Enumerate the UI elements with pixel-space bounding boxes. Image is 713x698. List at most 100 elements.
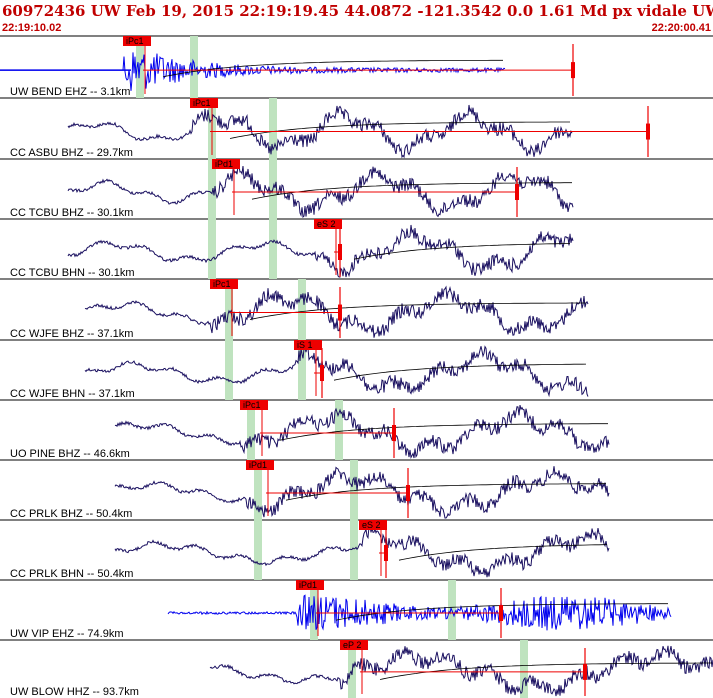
- window-band: [269, 98, 277, 159]
- seismic-trace-row[interactable]: eP 2 UW BLOW HHZ -- 93.7km: [10, 640, 713, 698]
- event-title: 60972436 UW Feb 19, 2015 22:19:19.45 44.…: [2, 2, 713, 20]
- pick-box[interactable]: [210, 279, 238, 289]
- window-band: [247, 400, 255, 460]
- pick-box[interactable]: [246, 460, 274, 470]
- station-label: CC ASBU BHZ -- 29.7km: [10, 147, 133, 159]
- coda-curve: [379, 662, 712, 680]
- seismic-trace-row[interactable]: iPc1 CC ASBU BHZ -- 29.7km: [10, 98, 650, 159]
- coda-curve: [285, 483, 606, 501]
- phase-pick-marker[interactable]: iPd1: [212, 159, 240, 169]
- window-band: [269, 219, 277, 279]
- pick-label: iPd1: [299, 580, 317, 590]
- phase-pick-marker[interactable]: eS 2: [314, 219, 342, 229]
- coda-end-handle[interactable]: [392, 425, 396, 441]
- coda-curve: [162, 59, 503, 78]
- coda-curve: [279, 423, 608, 441]
- window-end-time: 22:20:00.41: [651, 22, 711, 34]
- station-label: UW BEND EHZ -- 3.1km: [10, 86, 130, 98]
- window-band: [225, 279, 233, 340]
- station-label: CC WJFE BHN -- 37.1km: [10, 388, 135, 400]
- seismic-trace-row[interactable]: iPc1 UW BEND EHZ -- 3.1km: [0, 36, 575, 98]
- seismic-trace-row[interactable]: iS 1 CC WJFE BHN -- 37.1km: [10, 340, 589, 400]
- pick-label: iPc1: [243, 400, 261, 410]
- pick-label: iS 1: [297, 340, 313, 350]
- coda-curve: [353, 243, 571, 260]
- pick-label: eS 2: [362, 520, 381, 530]
- phase-pick-marker[interactable]: iPc1: [123, 36, 151, 46]
- phase-pick-marker[interactable]: eS 2: [359, 520, 387, 530]
- pick-box[interactable]: [296, 580, 324, 590]
- phase-pick-marker[interactable]: iPc1: [190, 98, 218, 108]
- pick-label: iPc1: [213, 279, 231, 289]
- coda-curve: [249, 302, 586, 320]
- station-label: UO PINE BHZ -- 46.6km: [10, 448, 130, 460]
- phase-pick-marker[interactable]: iPd1: [296, 580, 324, 590]
- phase-pick-marker[interactable]: iPc1: [210, 279, 238, 289]
- waveform: [67, 104, 573, 159]
- pick-box[interactable]: [359, 520, 387, 530]
- pick-label: iPd1: [249, 460, 267, 470]
- pick-box[interactable]: [294, 340, 322, 350]
- window-band: [310, 580, 318, 640]
- phase-pick-marker[interactable]: iPd1: [246, 460, 274, 470]
- station-label: UW BLOW HHZ -- 93.7km: [10, 686, 139, 698]
- window-band: [348, 640, 356, 698]
- pick-box[interactable]: [240, 400, 268, 410]
- window-band: [208, 219, 216, 279]
- waveform: [167, 594, 672, 631]
- phase-pick-marker[interactable]: iPc1: [240, 400, 268, 410]
- seismic-trace-row[interactable]: iPc1 CC WJFE BHZ -- 37.1km: [10, 279, 589, 340]
- seismic-trace-row[interactable]: iPd1 CC PRLK BHZ -- 50.4km: [10, 460, 610, 520]
- phase-pick-marker[interactable]: eP 2: [340, 640, 368, 650]
- station-label: CC TCBU BHN -- 30.1km: [10, 267, 134, 279]
- coda-end-handle[interactable]: [646, 123, 650, 140]
- station-label: CC PRLK BHZ -- 50.4km: [10, 508, 132, 520]
- coda-end-handle[interactable]: [406, 485, 410, 501]
- coda-curve: [229, 121, 570, 139]
- phase-pick-marker[interactable]: iS 1: [294, 340, 322, 350]
- seismic-trace-row[interactable]: iPd1 CC TCBU BHZ -- 30.1km: [10, 159, 574, 219]
- window-band: [350, 520, 358, 580]
- waveform: [67, 165, 574, 219]
- pick-box[interactable]: [340, 640, 368, 650]
- pick-label: iPd1: [215, 159, 233, 169]
- coda-end-handle[interactable]: [499, 605, 503, 621]
- coda-end-handle[interactable]: [515, 184, 519, 200]
- window-band: [254, 460, 262, 520]
- pick-box[interactable]: [314, 219, 342, 229]
- pick-box[interactable]: [123, 36, 151, 46]
- window-start-time: 22:19:10.02: [2, 22, 62, 34]
- coda-curve: [333, 363, 587, 381]
- seismic-trace-row[interactable]: iPc1 UO PINE BHZ -- 46.6km: [10, 400, 610, 460]
- waveform: [114, 524, 610, 578]
- coda-curve: [251, 182, 572, 200]
- pick-label: iPc1: [126, 36, 144, 46]
- coda-end-handle[interactable]: [338, 244, 342, 260]
- window-band: [520, 640, 528, 698]
- pick-box[interactable]: [212, 159, 240, 169]
- station-label: CC TCBU BHZ -- 30.1km: [10, 207, 133, 219]
- coda-end-handle[interactable]: [384, 545, 388, 561]
- waveform: [114, 404, 610, 460]
- coda-end-handle[interactable]: [338, 304, 342, 321]
- pick-label: eS 2: [317, 219, 336, 229]
- seismic-trace-row[interactable]: iPd1 UW VIP EHZ -- 74.9km: [10, 580, 672, 640]
- waveform: [209, 645, 713, 697]
- coda-end-handle[interactable]: [571, 62, 575, 79]
- waveform: [67, 224, 574, 278]
- station-label: UW VIP EHZ -- 74.9km: [10, 628, 123, 640]
- waveform: [84, 345, 589, 398]
- pick-box[interactable]: [190, 98, 218, 108]
- seismic-trace-row[interactable]: eS 2 CC TCBU BHN -- 30.1km: [10, 219, 574, 279]
- waveform: [0, 52, 506, 91]
- waveform: [84, 285, 589, 338]
- seismic-trace-row[interactable]: eS 2 CC PRLK BHN -- 50.4km: [10, 520, 610, 580]
- waveform: [114, 466, 610, 519]
- window-band: [254, 520, 262, 580]
- station-label: CC WJFE BHZ -- 37.1km: [10, 328, 133, 340]
- coda-end-handle[interactable]: [583, 663, 587, 680]
- window-band: [208, 159, 216, 219]
- coda-end-handle[interactable]: [320, 365, 324, 381]
